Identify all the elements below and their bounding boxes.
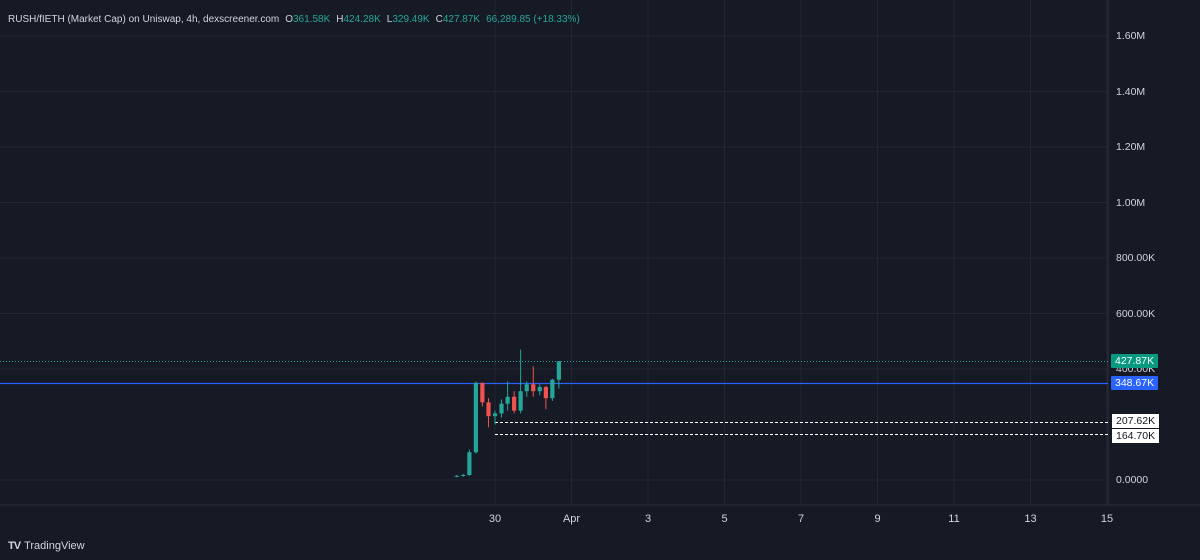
y-tick-label: 1.40M — [1116, 85, 1146, 98]
legend-close-value: 427.87K — [442, 14, 481, 25]
legend-high-value: 424.28K — [343, 14, 381, 25]
candle-body — [518, 391, 523, 411]
y-tick-label: 0.0000 — [1116, 474, 1149, 486]
candle-body — [543, 387, 548, 399]
legend-low-value: 329.49K — [392, 14, 430, 25]
price-tag-last: 427.87K — [1111, 354, 1159, 369]
legend-high-key: H — [336, 14, 344, 25]
x-tick-label: 7 — [797, 513, 805, 525]
x-tick-label: 15 — [1100, 513, 1114, 525]
tradingview-logo-icon: TV — [8, 540, 21, 552]
legend-change: 66,289.85 (+18.33%) — [486, 14, 580, 25]
x-tick-label: 13 — [1024, 513, 1037, 525]
x-tick-label: 11 — [948, 513, 960, 525]
legend-open-value: 361.58K — [293, 14, 331, 25]
y-tick-label: 1.60M — [1116, 30, 1146, 42]
candle-body — [486, 402, 491, 417]
candle-body — [480, 382, 485, 403]
legend-open-key: O — [285, 14, 293, 25]
legend-close-key: C — [435, 14, 443, 25]
candle-body — [524, 384, 529, 392]
x-tick-label: 9 — [874, 513, 881, 525]
brand-name: TradingView — [24, 540, 85, 552]
x-tick-label: 5 — [721, 513, 728, 525]
x-tick-label: 3 — [644, 513, 652, 525]
tradingview-brand[interactable]: TV TradingView — [8, 540, 85, 552]
chart-legend: RUSH/fIETH (Market Cap) on Uniswap, 4h, … — [8, 14, 580, 25]
candle-body — [531, 384, 536, 392]
candle-body — [461, 475, 466, 477]
candle-body — [512, 396, 517, 411]
candle-body — [505, 396, 510, 404]
candle-body — [537, 387, 542, 392]
candle-body — [473, 382, 478, 453]
x-tick-label: 30 — [488, 513, 502, 525]
candle-body — [556, 361, 561, 380]
price-tag-horizontal: 348.67K — [1111, 376, 1159, 391]
candle-body — [550, 379, 555, 399]
candle-body — [467, 452, 472, 476]
candle-body — [454, 475, 459, 477]
legend-low-key: L — [386, 14, 393, 25]
y-tick-label: 1.00M — [1116, 196, 1146, 209]
legend-symbol: RUSH/fIETH (Market Cap) on Uniswap, 4h, … — [8, 14, 280, 25]
price-tag-light: 207.62K — [1111, 413, 1161, 430]
x-tick-label: Apr — [562, 513, 581, 525]
y-tick-label: 600.00K — [1116, 307, 1156, 320]
y-tick-label: 800.00K — [1116, 252, 1156, 264]
candle-body — [499, 403, 504, 414]
price-tag-light: 164.70K — [1111, 428, 1161, 445]
candle-body — [492, 413, 498, 417]
y-tick-label: 1.20M — [1116, 141, 1146, 153]
